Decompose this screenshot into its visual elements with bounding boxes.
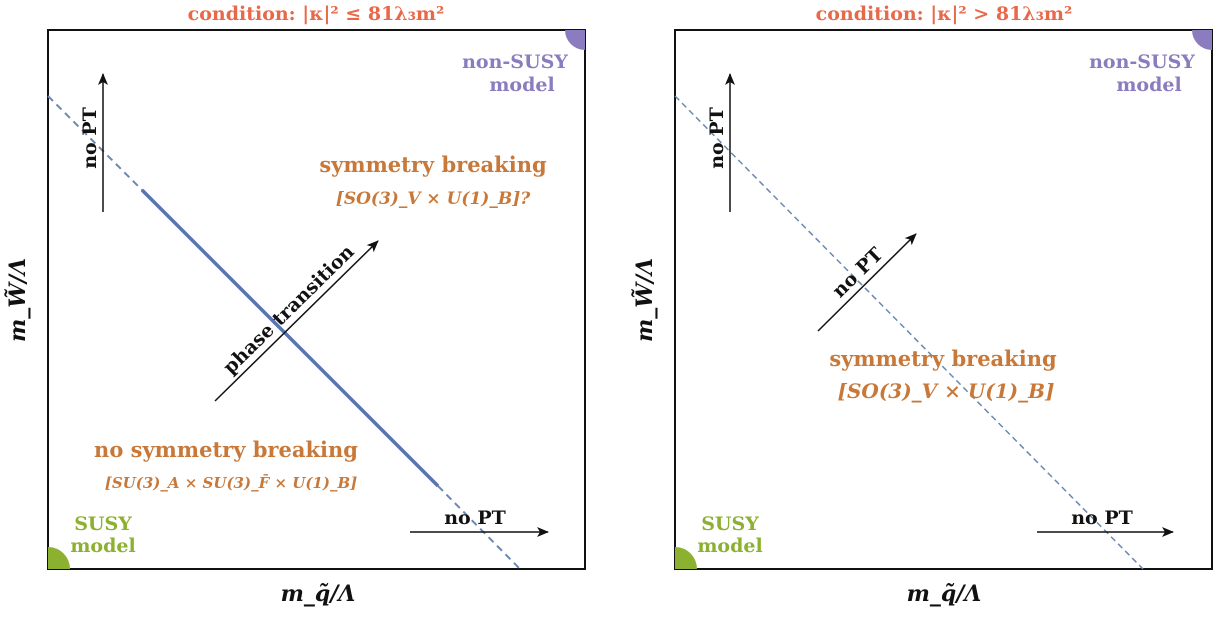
left-boundary-dashed-lower — [437, 485, 521, 570]
right-diagonal-arrow-label: no PT — [828, 243, 887, 302]
left-plot-frame — [47, 29, 586, 570]
left-susy-corner-marker — [48, 547, 70, 569]
right-susy-corner-marker — [675, 547, 697, 569]
right-non-susy-label-line1: non-SUSY — [1089, 51, 1195, 73]
left-diagonal-arrow-label: phase transition — [219, 241, 359, 379]
left-lower-region-group: [SU(3)_A × SU(3)_F̄ × U(1)_B] — [105, 473, 358, 492]
right-susy-label-line2: model — [697, 535, 762, 557]
right-region-title: symmetry breaking — [829, 346, 1057, 371]
left-susy-label-line1: SUSY — [74, 513, 132, 535]
left-susy-label-line2: model — [70, 535, 135, 557]
right-diagonal-arrow — [817, 233, 917, 332]
left-non-susy-label-line2: model — [489, 74, 554, 96]
left-boundary-dashed-upper — [47, 95, 143, 191]
right-non-susy-corner-marker — [1192, 30, 1212, 50]
left-phase-transition-line — [140, 188, 440, 488]
right-panel-title: condition: |κ|² > 81λ₃m² — [816, 3, 1073, 25]
right-plot-frame — [674, 29, 1213, 570]
right-horizontal-arrow-label: no PT — [1071, 507, 1133, 529]
left-x-axis-label: m_q̃/Λ — [281, 581, 356, 607]
left-panel-title: condition: |κ|² ≤ 81λ₃m² — [188, 3, 445, 25]
left-non-susy-label-line1: non-SUSY — [462, 51, 568, 73]
left-vertical-arrow-label: no PT — [79, 107, 101, 169]
right-x-axis-label: m_q̃/Λ — [907, 581, 982, 607]
right-panel: condition: |κ|² > 81λ₃m² no PT no PT no … — [632, 3, 1213, 607]
right-vertical-arrow-label: no PT — [706, 107, 728, 169]
left-horizontal-arrow-label: no PT — [444, 507, 506, 529]
right-susy-label-line1: SUSY — [701, 513, 759, 535]
left-y-axis-label: m_W̃/Λ — [5, 258, 31, 342]
left-panel: condition: |κ|² ≤ 81λ₃m² no PT no PT pha… — [5, 3, 586, 607]
right-boundary-dashed-line — [674, 95, 1144, 570]
right-region-group: [SO(3)_V × U(1)_B] — [837, 379, 1054, 403]
left-lower-region-title: no symmetry breaking — [94, 437, 358, 462]
left-upper-region-group: [SO(3)_V × U(1)_B]? — [336, 189, 531, 209]
left-upper-region-title: symmetry breaking — [319, 152, 547, 177]
left-non-susy-corner-marker — [565, 30, 585, 50]
right-non-susy-label-line2: model — [1116, 74, 1181, 96]
right-y-axis-label: m_W̃/Λ — [632, 258, 658, 342]
left-diagonal-arrow — [214, 240, 379, 402]
